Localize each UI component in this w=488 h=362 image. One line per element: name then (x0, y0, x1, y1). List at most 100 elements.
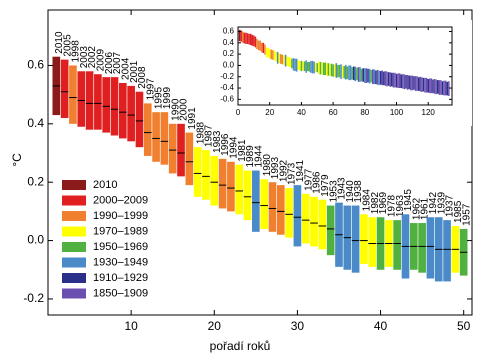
bar (448, 81, 450, 96)
year-label: 1985 (453, 200, 464, 223)
bar (393, 220, 402, 270)
x-tick-label: 120 (422, 108, 436, 117)
year-label: 1982 (370, 192, 381, 215)
year-label: 1978 (387, 194, 398, 217)
bar (371, 69, 374, 85)
bar (378, 70, 380, 86)
bar (283, 55, 285, 65)
bar (348, 65, 350, 81)
x-axis-label: pořadí roků (210, 339, 271, 353)
bar (177, 123, 185, 177)
bar (235, 164, 244, 215)
year-label: 1995 (154, 86, 165, 109)
bar (322, 62, 325, 76)
bar (268, 182, 277, 232)
x-tick-label: 50 (457, 319, 471, 333)
x-tick-label: 30 (291, 319, 305, 333)
year-label: 2000 (179, 98, 190, 121)
bar (443, 220, 451, 282)
bar (433, 79, 436, 94)
bar (265, 47, 268, 57)
bar (335, 63, 338, 78)
bar (417, 77, 420, 91)
bar (257, 40, 260, 51)
bar (246, 33, 249, 44)
bar (368, 68, 371, 84)
year-label: 2010 (54, 31, 65, 54)
bar (60, 59, 69, 118)
year-label: 1999 (162, 86, 173, 109)
year-label: 1980 (262, 154, 273, 177)
bar (440, 80, 442, 95)
bar (410, 75, 412, 91)
bar (373, 69, 376, 85)
bar (418, 223, 426, 273)
legend-swatch (62, 257, 86, 268)
year-label: 1961 (420, 197, 431, 220)
year-label: 2002 (87, 46, 98, 69)
year-label: 1988 (195, 121, 206, 144)
legend-label: 2000–2009 (93, 194, 148, 206)
bar (264, 44, 266, 55)
year-label: 1963 (395, 194, 406, 217)
bar (326, 63, 328, 76)
bar (413, 76, 415, 90)
bar (338, 64, 341, 78)
year-label: 1984 (362, 189, 373, 212)
bar (356, 67, 358, 81)
bar (375, 70, 377, 85)
bar (94, 74, 102, 130)
bar (273, 50, 276, 61)
bar (346, 66, 349, 79)
plot-frame (47, 9, 473, 316)
bar (185, 132, 194, 186)
bar (438, 80, 441, 95)
bar (289, 57, 292, 68)
bar (416, 76, 418, 91)
bar (270, 49, 273, 60)
year-label: 1943 (337, 177, 348, 200)
bar (321, 62, 323, 75)
bar (316, 63, 319, 73)
y-tick-label: 0.2 (223, 49, 235, 58)
bar (341, 65, 344, 78)
y-axis-label: °C (10, 153, 24, 167)
bar (389, 72, 391, 87)
year-label: 1962 (411, 197, 422, 220)
bar (284, 54, 287, 67)
bar (302, 61, 304, 71)
bar (295, 58, 298, 72)
year-label: 2003 (79, 46, 90, 69)
bar (436, 80, 439, 94)
bar (256, 38, 258, 50)
bar (351, 205, 360, 273)
bar (267, 47, 269, 58)
bar (368, 217, 377, 267)
bar (285, 188, 293, 238)
bar (345, 64, 347, 80)
bar (143, 103, 152, 156)
inset-frame (237, 26, 453, 106)
bar (252, 170, 260, 232)
year-label: 1953 (328, 180, 339, 203)
bar (291, 58, 293, 69)
legend-swatch (62, 180, 86, 190)
year-label: 1937 (445, 194, 456, 217)
year-label: 1996 (220, 133, 231, 156)
bar (276, 51, 279, 64)
bar (332, 64, 334, 77)
year-label: 1973 (287, 162, 298, 185)
y-tick-label: 0.0 (27, 233, 44, 247)
bar (313, 61, 315, 74)
legend-label: 1970–1989 (93, 225, 148, 237)
bar (210, 155, 219, 206)
legend-swatch (62, 226, 86, 237)
year-label: 1957 (461, 203, 472, 226)
bar (381, 70, 384, 86)
bar (240, 30, 242, 42)
bar (249, 33, 252, 46)
bar (386, 71, 388, 87)
bar (292, 58, 295, 71)
year-label: 1981 (237, 139, 248, 162)
bar (360, 214, 368, 264)
